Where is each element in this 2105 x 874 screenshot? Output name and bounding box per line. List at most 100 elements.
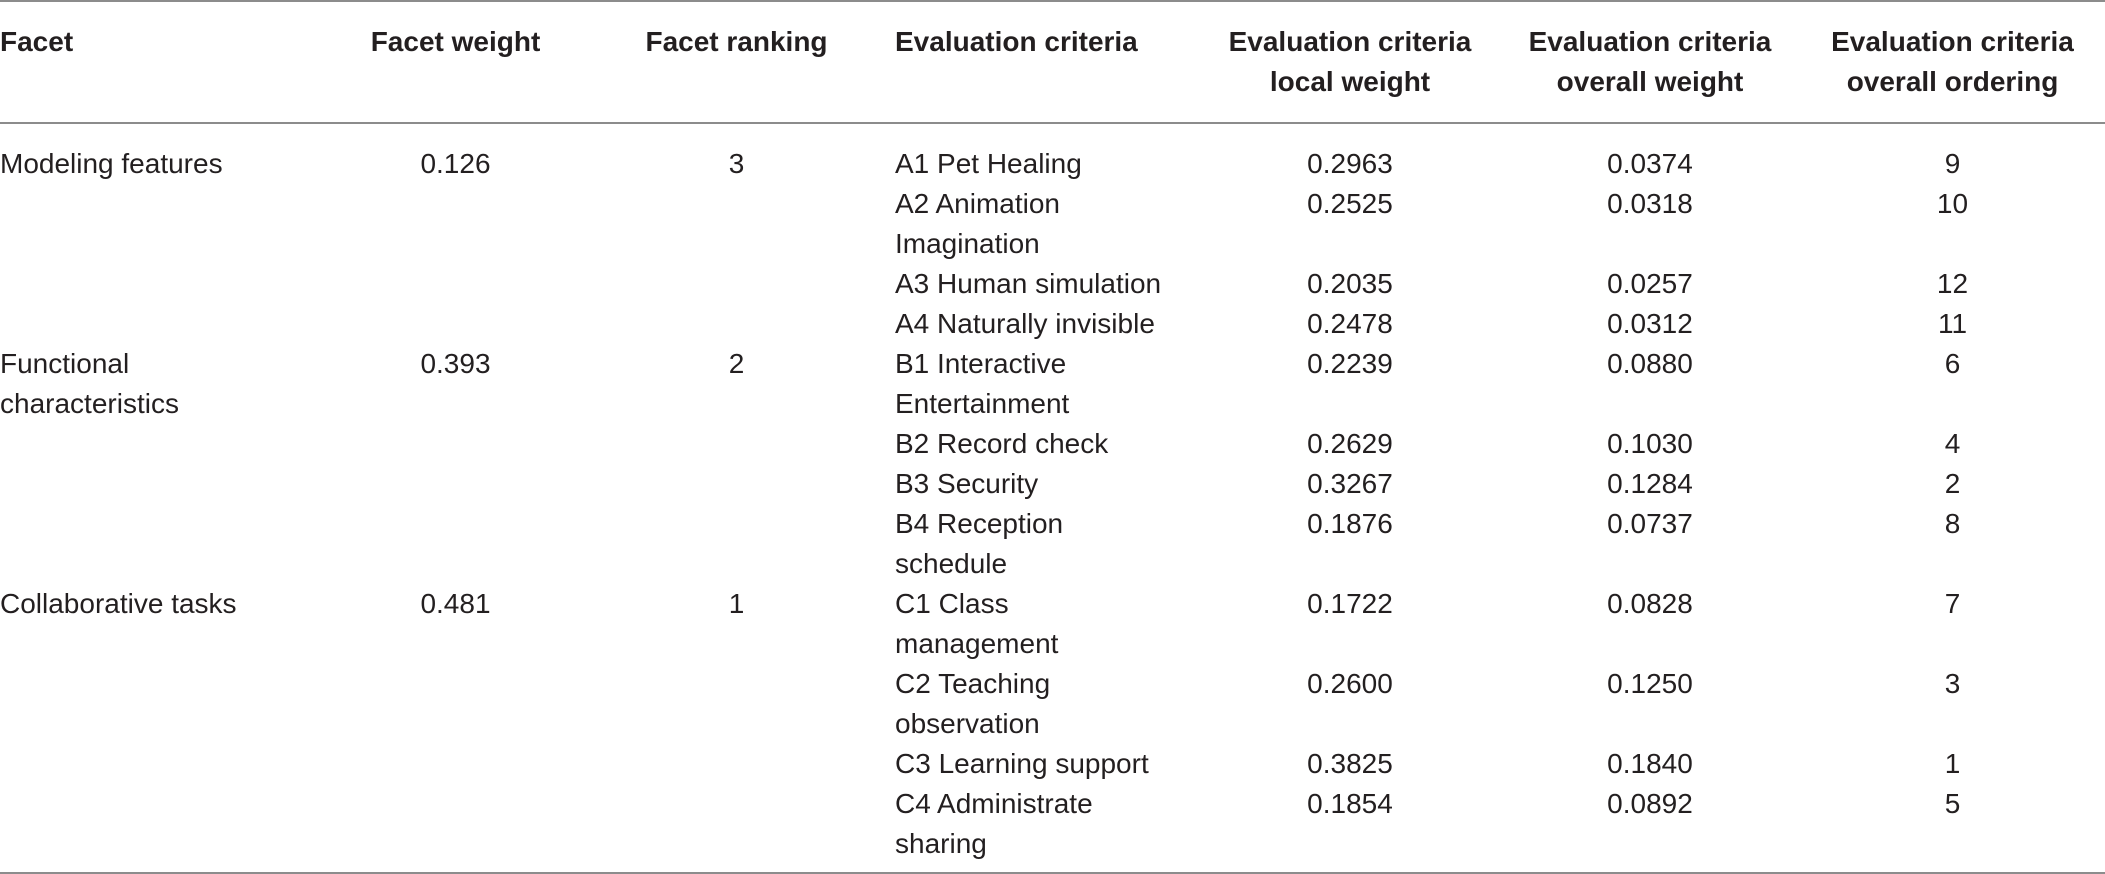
cell-overall-weight: 0.0737: [1607, 508, 1693, 539]
cell-facet-ranking: [578, 464, 895, 504]
cell-overall-ordering: 3: [1944, 668, 1961, 699]
cell-evaluation-criteria: B4 Reception schedule: [895, 508, 1064, 579]
cell-overall-ordering: 8: [1944, 508, 1961, 539]
table-body: Modeling features 0.126 3 A1 Pet Healing 0.2…: [0, 123, 2105, 873]
cell-local-weight: 0.2629: [1307, 428, 1393, 459]
cell-overall-weight: 0.0312: [1607, 308, 1693, 339]
cell-facet-weight: [333, 464, 578, 504]
header-local-weight: Evaluation criteria local weight: [1228, 26, 1472, 97]
cell-overall-weight: 0.0892: [1607, 788, 1693, 819]
cell-facet-ranking: [578, 304, 895, 344]
header-row: Facet Facet weight Facet ranking Evaluat…: [0, 1, 2105, 123]
cell-facet-ranking: [578, 744, 895, 784]
cell-facet-ranking: [578, 504, 895, 584]
cell-overall-ordering: 1: [1944, 748, 1961, 779]
table-row: C2 Teaching observation 0.2600 0.1250 3: [0, 664, 2105, 744]
cell-facet-weight: 0.481: [420, 588, 491, 619]
cell-facet-ranking: 2: [728, 348, 745, 379]
table-row: A2 Animation Imagination 0.2525 0.0318 10: [0, 184, 2105, 264]
cell-facet-ranking: [578, 264, 895, 304]
cell-facet: [0, 264, 333, 304]
cell-facet: [0, 784, 333, 873]
cell-overall-weight: 0.1030: [1607, 428, 1693, 459]
header-overall-ordering: Evaluation criteria overall ordering: [1831, 26, 2074, 97]
table-row: Functional characteristics 0.393 2 B1 Inter…: [0, 344, 2105, 424]
cell-overall-weight: 0.1284: [1607, 468, 1693, 499]
cell-facet-weight: [333, 664, 578, 744]
cell-overall-ordering: 4: [1944, 428, 1961, 459]
table-row: C4 Administrate sharing 0.1854 0.0892 5: [0, 784, 2105, 873]
cell-local-weight: 0.1854: [1307, 788, 1393, 819]
cell-facet: [0, 184, 333, 264]
cell-overall-weight: 0.0880: [1607, 348, 1693, 379]
cell-evaluation-criteria: B2 Record check: [895, 428, 1109, 459]
cell-overall-weight: 0.1250: [1607, 668, 1693, 699]
cell-local-weight: 0.1876: [1307, 508, 1393, 539]
cell-evaluation-criteria: C3 Learning support: [895, 748, 1149, 779]
cell-evaluation-criteria: B3 Security: [895, 468, 1039, 499]
cell-local-weight: 0.3825: [1307, 748, 1393, 779]
cell-facet-weight: [333, 264, 578, 304]
table-row: B3 Security 0.3267 0.1284 2: [0, 464, 2105, 504]
cell-facet: [0, 504, 333, 584]
cell-evaluation-criteria: A2 Animation Imagination: [895, 188, 1060, 259]
cell-local-weight: 0.3267: [1307, 468, 1393, 499]
header-facet-weight: Facet weight: [370, 26, 541, 57]
cell-facet: [0, 424, 333, 464]
cell-overall-ordering: 6: [1944, 348, 1961, 379]
cell-facet-ranking: 1: [728, 588, 745, 619]
cell-facet: Functional characteristics: [0, 348, 179, 419]
cell-facet-weight: [333, 744, 578, 784]
cell-overall-ordering: 10: [1936, 188, 1969, 219]
table-header: Facet Facet weight Facet ranking Evaluat…: [0, 1, 2105, 123]
cell-facet-weight: 0.393: [420, 348, 491, 379]
cell-local-weight: 0.2035: [1307, 268, 1393, 299]
header-evaluation-criteria: Evaluation criteria: [895, 26, 1138, 57]
cell-evaluation-criteria: C4 Administrate sharing: [895, 788, 1093, 859]
cell-facet-weight: [333, 304, 578, 344]
header-facet-ranking: Facet ranking: [645, 26, 828, 57]
cell-facet: Modeling features: [0, 148, 223, 179]
table-row: C3 Learning support 0.3825 0.1840 1: [0, 744, 2105, 784]
cell-evaluation-criteria: C2 Teaching observation: [895, 668, 1051, 739]
cell-facet: [0, 664, 333, 744]
cell-facet-weight: [333, 184, 578, 264]
cell-facet-ranking: [578, 424, 895, 464]
table-row: Modeling features 0.126 3 A1 Pet Healing 0.2…: [0, 123, 2105, 184]
header-facet: Facet: [0, 26, 74, 57]
cell-local-weight: 0.2239: [1307, 348, 1393, 379]
cell-overall-ordering: 9: [1944, 148, 1961, 179]
table-row: B2 Record check 0.2629 0.1030 4: [0, 424, 2105, 464]
cell-overall-ordering: 12: [1936, 268, 1969, 299]
cell-local-weight: 0.2525: [1307, 188, 1393, 219]
cell-local-weight: 0.1722: [1307, 588, 1393, 619]
cell-facet-weight: 0.126: [420, 148, 491, 179]
table-row: A4 Naturally invisible 0.2478 0.0312 11: [0, 304, 2105, 344]
cell-overall-ordering: 2: [1944, 468, 1961, 499]
cell-evaluation-criteria: A1 Pet Healing: [895, 148, 1082, 179]
cell-local-weight: 0.2478: [1307, 308, 1393, 339]
cell-overall-weight: 0.0828: [1607, 588, 1693, 619]
header-overall-weight: Evaluation criteria overall weight: [1528, 26, 1772, 97]
cell-overall-ordering: 5: [1944, 788, 1961, 819]
cell-facet: Collaborative tasks: [0, 588, 237, 619]
table-row: B4 Reception schedule 0.1876 0.0737 8: [0, 504, 2105, 584]
cell-facet-ranking: [578, 664, 895, 744]
cell-facet: [0, 464, 333, 504]
cell-overall-weight: 0.1840: [1607, 748, 1693, 779]
cell-evaluation-criteria: C1 Class management: [895, 588, 1059, 659]
cell-facet-ranking: [578, 784, 895, 873]
cell-facet-ranking: [578, 184, 895, 264]
cell-overall-weight: 0.0257: [1607, 268, 1693, 299]
cell-evaluation-criteria: A3 Human simulation: [895, 268, 1162, 299]
cell-facet: [0, 744, 333, 784]
cell-overall-ordering: 7: [1944, 588, 1961, 619]
cell-facet-weight: [333, 784, 578, 873]
cell-facet-ranking: 3: [728, 148, 745, 179]
cell-local-weight: 0.2963: [1307, 148, 1393, 179]
cell-evaluation-criteria: B1 Interactive Entertainment: [895, 348, 1070, 419]
cell-evaluation-criteria: A4 Naturally invisible: [895, 308, 1155, 339]
cell-overall-ordering: 11: [1937, 308, 1968, 339]
cell-overall-weight: 0.0318: [1607, 188, 1693, 219]
